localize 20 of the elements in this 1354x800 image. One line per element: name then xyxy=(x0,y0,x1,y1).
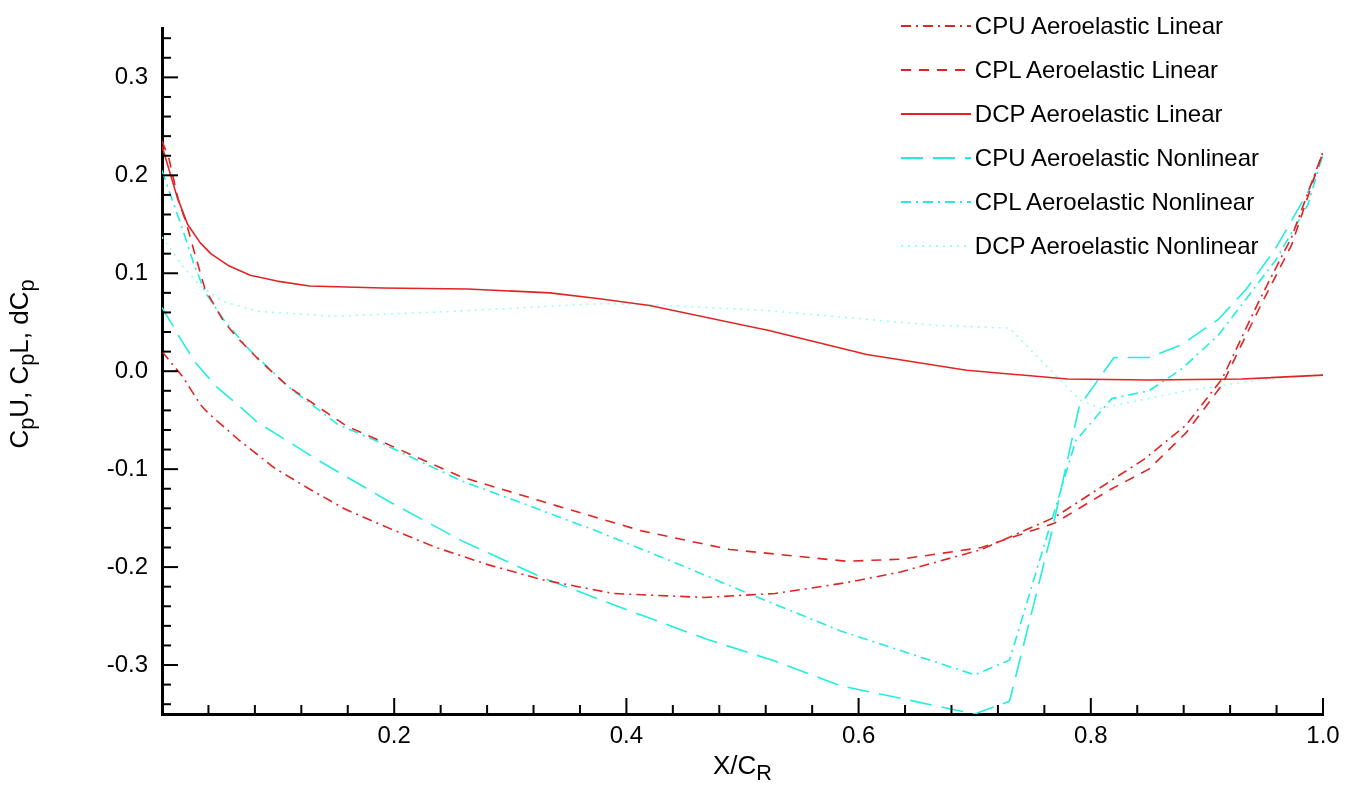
y-tick-label: 0.1 xyxy=(114,257,148,285)
y-tick-label: 0.0 xyxy=(114,355,148,383)
y-tick-label: 0.2 xyxy=(114,159,148,187)
x-tick-label: 0.4 xyxy=(609,721,644,749)
legend-label: DCP Aeroelastic Nonlinear xyxy=(974,232,1259,260)
x-tick-label: 0.8 xyxy=(1074,721,1108,749)
y-tick-label: -0.3 xyxy=(106,649,148,677)
x-tick-label: 1.0 xyxy=(1306,721,1340,749)
x-tick-label: 0.6 xyxy=(841,721,876,749)
legend-label: CPU Aeroelastic Linear xyxy=(974,12,1223,40)
legend-label: CPL Aeroelastic Linear xyxy=(974,56,1219,84)
y-tick-label: 0.3 xyxy=(114,62,148,89)
legend-label: DCP Aeroelastic Linear xyxy=(974,100,1223,128)
line-series xyxy=(162,236,1323,410)
x-axis-title: X/C$_{R}$ xyxy=(712,750,773,787)
y-tick-label: -0.1 xyxy=(106,453,148,481)
x-tick-label: 0.2 xyxy=(377,721,411,749)
legend-label: CPL Aeroelastic Nonlinear xyxy=(974,188,1255,216)
y-tick-label: -0.2 xyxy=(106,551,148,579)
legend-label: CPU Aeroelastic Nonlinear xyxy=(974,144,1259,172)
